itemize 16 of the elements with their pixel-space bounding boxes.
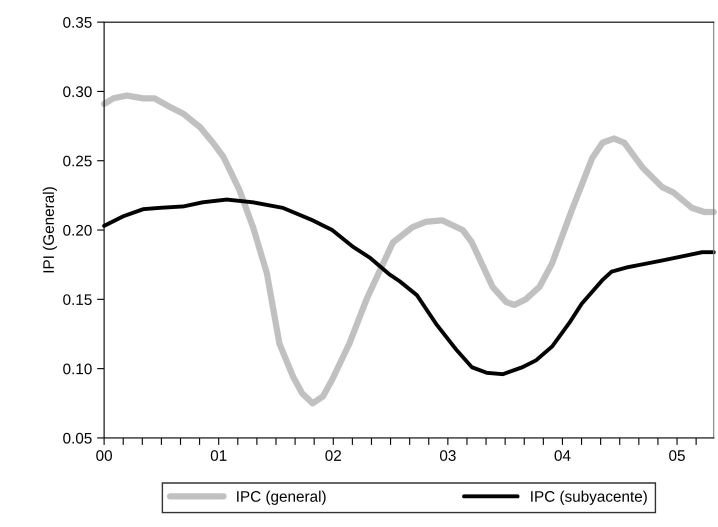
y-tick-label: 0.25: [63, 156, 92, 166]
y-tick-label: 0.05: [63, 432, 92, 444]
y-tick-label: 0.30: [63, 86, 92, 98]
x-tick-label: 03: [440, 450, 456, 461]
x-tick-label: 01: [210, 450, 226, 461]
x-tick-label: 05: [669, 450, 685, 461]
legend-label: IPC (subyacente): [531, 490, 647, 505]
y-tick-label: 0.15: [63, 294, 92, 306]
x-tick-label: 00: [96, 450, 112, 461]
y-axis-title: IPI (General): [42, 187, 58, 272]
y-tick-label: 0.20: [63, 224, 92, 236]
x-tick-label: 04: [554, 450, 570, 461]
y-tick-label: 0.10: [63, 364, 92, 374]
legend-label: IPC (general): [237, 490, 326, 505]
y-tick-label: 0.35: [63, 17, 92, 28]
x-tick-label: 02: [325, 450, 342, 461]
